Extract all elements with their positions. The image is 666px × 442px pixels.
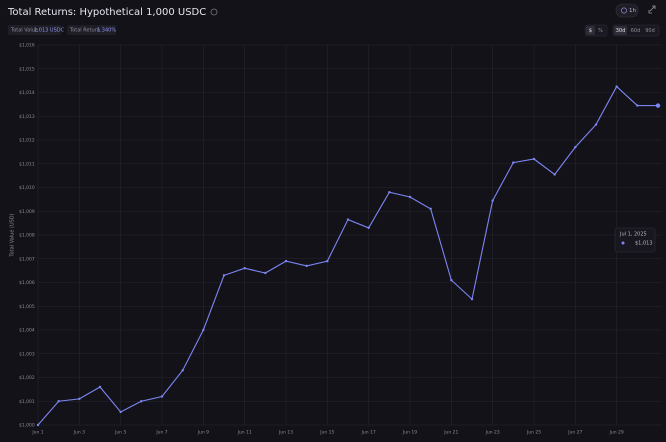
range-option[interactable]: 90d bbox=[645, 28, 655, 34]
y-tick-label: $1,016 bbox=[19, 43, 35, 49]
point bbox=[346, 218, 350, 221]
range-option[interactable]: 60d bbox=[631, 28, 641, 34]
stat-label: Total Value bbox=[10, 28, 38, 34]
y-tick-label: $1,006 bbox=[19, 280, 35, 286]
plot: $1,000 $1,001 $1,002 $1,003 $1,004 $1,005 $1,0… bbox=[19, 43, 662, 436]
y-tick-label: $1,011 bbox=[19, 161, 35, 167]
unit-active bbox=[586, 26, 595, 35]
x-tick-label: Jun 19 bbox=[402, 430, 417, 436]
y-tick-label: $1,004 bbox=[19, 328, 35, 334]
point bbox=[367, 226, 370, 230]
point bbox=[636, 104, 639, 107]
stat-pill bbox=[67, 25, 116, 35]
point bbox=[615, 85, 618, 88]
point bbox=[78, 397, 81, 401]
point bbox=[326, 259, 329, 263]
interval-label: 1h bbox=[629, 8, 636, 14]
x-tick-label: Jun 5 bbox=[114, 430, 126, 436]
x-tick-label: Jun 21 bbox=[443, 430, 458, 436]
y-tick-label: $1,015 bbox=[19, 66, 35, 72]
point bbox=[512, 161, 515, 164]
point bbox=[594, 123, 598, 126]
interval-button[interactable] bbox=[615, 3, 639, 18]
tooltip-title: Jul 1, 2025 bbox=[619, 232, 647, 238]
range-active bbox=[614, 26, 627, 35]
unit-option[interactable]: $ bbox=[589, 28, 592, 34]
point bbox=[574, 145, 577, 149]
x-tick-label: Jun 7 bbox=[155, 430, 167, 436]
clock-icon bbox=[621, 7, 627, 14]
point bbox=[98, 385, 102, 389]
y-tick-label: $1,013 bbox=[19, 114, 35, 120]
point bbox=[491, 199, 494, 202]
x-tick-label: Jun 15 bbox=[319, 430, 334, 436]
point bbox=[655, 103, 661, 108]
point bbox=[532, 157, 536, 161]
y-tick-label: $1,007 bbox=[19, 256, 35, 262]
point bbox=[243, 267, 246, 270]
x-tick-label: Jun 17 bbox=[361, 430, 376, 436]
point bbox=[222, 274, 226, 277]
point bbox=[160, 395, 164, 398]
point bbox=[119, 410, 122, 414]
tooltip-dot bbox=[621, 241, 625, 245]
point bbox=[57, 400, 60, 403]
stat-pill bbox=[8, 25, 61, 35]
unit-option[interactable]: % bbox=[598, 28, 603, 34]
tooltip: Jul 1, 2025 $1,013 bbox=[614, 227, 656, 253]
y-tick-label: $1,005 bbox=[19, 304, 35, 310]
y-axis-title: Total Value (USD) bbox=[10, 213, 16, 257]
x-tick-label: Jun 23 bbox=[485, 430, 500, 436]
x-tick-label: Jun 13 bbox=[278, 430, 293, 436]
point bbox=[450, 278, 453, 282]
point bbox=[429, 207, 432, 211]
range-option[interactable]: 30d bbox=[616, 28, 626, 34]
info-icon[interactable] bbox=[210, 8, 218, 16]
point bbox=[284, 259, 288, 263]
y-tick-label: $1,014 bbox=[19, 90, 35, 96]
stat-value: 1.340% bbox=[97, 28, 116, 34]
y-tick-label: $1,012 bbox=[19, 138, 35, 144]
y-tick-label: $1,008 bbox=[19, 233, 35, 239]
tooltip-label: $1,013 bbox=[635, 241, 653, 247]
point bbox=[553, 173, 556, 176]
point bbox=[181, 369, 184, 372]
y-tick-label: $1,001 bbox=[19, 399, 35, 405]
y-tick-label: $1,009 bbox=[19, 209, 35, 215]
point bbox=[264, 271, 267, 275]
y-tick-label: $1,003 bbox=[19, 351, 35, 357]
x-tick-label: Jun 29 bbox=[609, 430, 624, 436]
tooltip-box bbox=[614, 227, 656, 253]
x-tick-label: Jun 1 bbox=[31, 430, 43, 436]
x-tick-label: Jun 11 bbox=[237, 430, 252, 436]
point bbox=[36, 423, 40, 427]
point bbox=[470, 297, 474, 301]
expand-icon[interactable] bbox=[648, 5, 656, 14]
x-tick-label: Jun 25 bbox=[526, 430, 541, 436]
x-tick-label: Jun 9 bbox=[197, 430, 209, 436]
stat-label: Total Return bbox=[69, 28, 100, 34]
point bbox=[140, 400, 143, 403]
x-tick-label: Jun 27 bbox=[567, 430, 582, 436]
point bbox=[388, 191, 391, 194]
title: Total Returns: Hypothetical 1,000 USDC bbox=[7, 7, 206, 18]
y-tick-label: $1,010 bbox=[19, 185, 35, 191]
point bbox=[202, 328, 205, 332]
stat-value: 1,013 USDC bbox=[34, 28, 65, 34]
point bbox=[305, 264, 308, 268]
y-tick-label: $1,002 bbox=[19, 375, 35, 381]
y-tick-label: $1,000 bbox=[19, 423, 35, 429]
point bbox=[408, 195, 412, 199]
x-tick-label: Jun 3 bbox=[73, 430, 85, 436]
